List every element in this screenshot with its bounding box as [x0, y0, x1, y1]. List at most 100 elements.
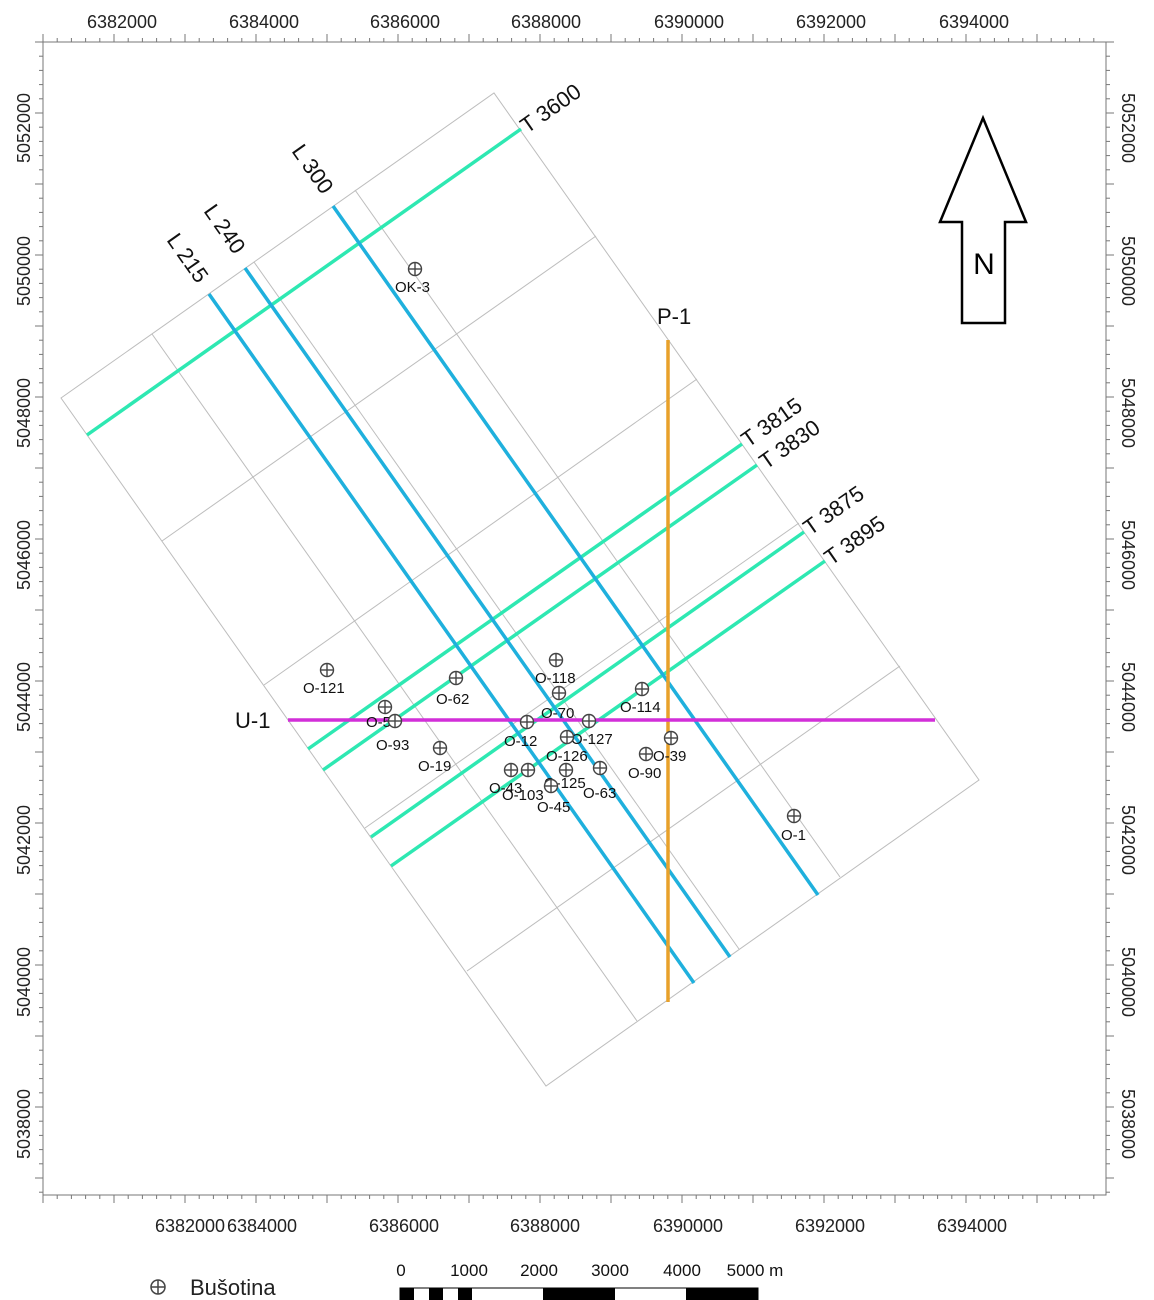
scale-bar-segment	[400, 1288, 414, 1300]
well-label: O-121	[303, 680, 345, 697]
grid-line	[161, 235, 597, 542]
well-label: O-127	[571, 731, 613, 748]
scale-bar-segment	[686, 1288, 758, 1300]
right-tick-label: 5040000	[1118, 947, 1138, 1017]
longitudinal-profiles	[207, 204, 820, 985]
label-p1: P-1	[657, 304, 691, 329]
top-tick-label: 6384000	[229, 12, 299, 32]
well-label: O-93	[376, 737, 409, 754]
left-tick-label: 5038000	[14, 1089, 34, 1159]
right-tick-label: 5042000	[1118, 805, 1138, 875]
well-marker: O-126	[546, 729, 588, 765]
well-label: OK-3	[395, 279, 430, 296]
well-symbol-icon	[786, 808, 802, 824]
top-axis: 6382000 6384000 6386000 6388000 6390000 …	[87, 12, 1009, 32]
well-label: O-63	[583, 785, 616, 802]
bottom-tick-label: 6392000	[795, 1216, 865, 1236]
well-symbol-icon	[319, 662, 335, 678]
well-marker: O-63	[583, 760, 616, 802]
legend-label: Bušotina	[190, 1275, 276, 1300]
right-tick-label: 5044000	[1118, 662, 1138, 732]
grid-line	[354, 189, 841, 878]
well-marker: OK-3	[395, 261, 430, 296]
grid-line	[466, 665, 901, 972]
well-symbol-icon	[559, 729, 575, 745]
label-u1: U-1	[235, 708, 270, 733]
profile-t3815	[306, 442, 744, 751]
right-tick-label: 5046000	[1118, 520, 1138, 590]
well-symbol-icon	[520, 762, 536, 778]
scale-bar-segment	[543, 1288, 615, 1300]
left-tick-label: 5044000	[14, 662, 34, 732]
well-label: O-62	[436, 691, 469, 708]
label-t3600: T 3600	[516, 79, 586, 139]
well-symbol-icon	[407, 261, 423, 277]
left-axis: 5052000 5050000 5048000 5046000 5044000 …	[14, 93, 34, 1159]
grid-line	[151, 333, 638, 1022]
north-label: N	[973, 248, 995, 281]
well-marker: O-12	[504, 714, 537, 750]
bottom-tick-label: 6388000	[510, 1216, 580, 1236]
well-symbol-icon	[581, 713, 597, 729]
profile-labels: T 3600 T 3815 T 3830 T 3875 T 3895 L 215…	[162, 79, 890, 733]
label-l300: L 300	[287, 140, 339, 199]
well-label: O-12	[504, 733, 537, 750]
scale-bar-segments	[399, 1287, 759, 1300]
well-symbol-icon	[519, 714, 535, 730]
well-label: O-1	[781, 827, 806, 844]
well-label: O-43	[489, 780, 522, 797]
bottom-axis: 6382000 6384000 6386000 6388000 6390000 …	[155, 1216, 1007, 1236]
map-frame	[42, 41, 1107, 1196]
left-tick-label: 5046000	[14, 520, 34, 590]
well-symbol-icon	[543, 778, 559, 794]
well-symbol-icon	[432, 740, 448, 756]
survey-grid	[60, 92, 980, 1087]
bottom-tick-label: 6382000	[155, 1216, 225, 1236]
well-label: O-126	[546, 748, 588, 765]
well-marker: O-121	[303, 662, 345, 697]
top-tick-label: 6388000	[511, 12, 581, 32]
profile-t3895	[389, 559, 827, 868]
well-marker: O-39	[653, 730, 686, 765]
left-tick-label: 5052000	[14, 93, 34, 163]
well-marker: O-62	[436, 670, 469, 708]
well-marker: O-127	[571, 713, 613, 748]
right-tick-label: 5050000	[1118, 236, 1138, 306]
bottom-tick-label: 6394000	[937, 1216, 1007, 1236]
well-symbol-icon	[592, 760, 608, 776]
well-label: O-19	[418, 758, 451, 775]
well-label: O-90	[628, 765, 661, 782]
well-symbol-icon	[377, 699, 393, 715]
bottom-tick-label: 6390000	[653, 1216, 723, 1236]
well-marker: O-45	[537, 778, 570, 816]
well-label: O-45	[537, 799, 570, 816]
transverse-profiles	[85, 127, 827, 868]
well-marker: O-103	[502, 762, 544, 804]
scale-tick-label: 3000	[591, 1261, 629, 1280]
right-axis: 5052000 5050000 5048000 5046000 5044000 …	[1118, 93, 1138, 1159]
scale-tick-label: 4000	[663, 1261, 701, 1280]
legend: Bušotina	[150, 1275, 276, 1300]
scale-bar-segment	[458, 1288, 472, 1300]
profile-t3875	[369, 530, 806, 839]
well-symbol-icon	[558, 762, 574, 778]
profile-l300	[331, 204, 820, 897]
right-tick-label: 5048000	[1118, 378, 1138, 448]
label-l240: L 240	[199, 200, 251, 259]
bottom-tick-label: 6386000	[369, 1216, 439, 1236]
well-marker: O-19	[418, 740, 451, 775]
scale-tick-label: 2000	[520, 1261, 558, 1280]
well-symbol-icon	[638, 746, 654, 762]
well-symbol-icon	[503, 762, 519, 778]
well-symbol-icon	[634, 681, 650, 697]
grid-line	[364, 522, 800, 829]
well-marker: O-43	[489, 762, 522, 797]
profile-l240	[243, 266, 732, 959]
scale-tick-label: 0	[396, 1261, 405, 1280]
right-tick-label: 5038000	[1118, 1089, 1138, 1159]
well-marker: O-90	[628, 746, 661, 782]
bottom-tick-label: 6384000	[227, 1216, 297, 1236]
north-arrow-icon	[938, 114, 1028, 325]
frame-ticks	[35, 34, 1114, 1203]
